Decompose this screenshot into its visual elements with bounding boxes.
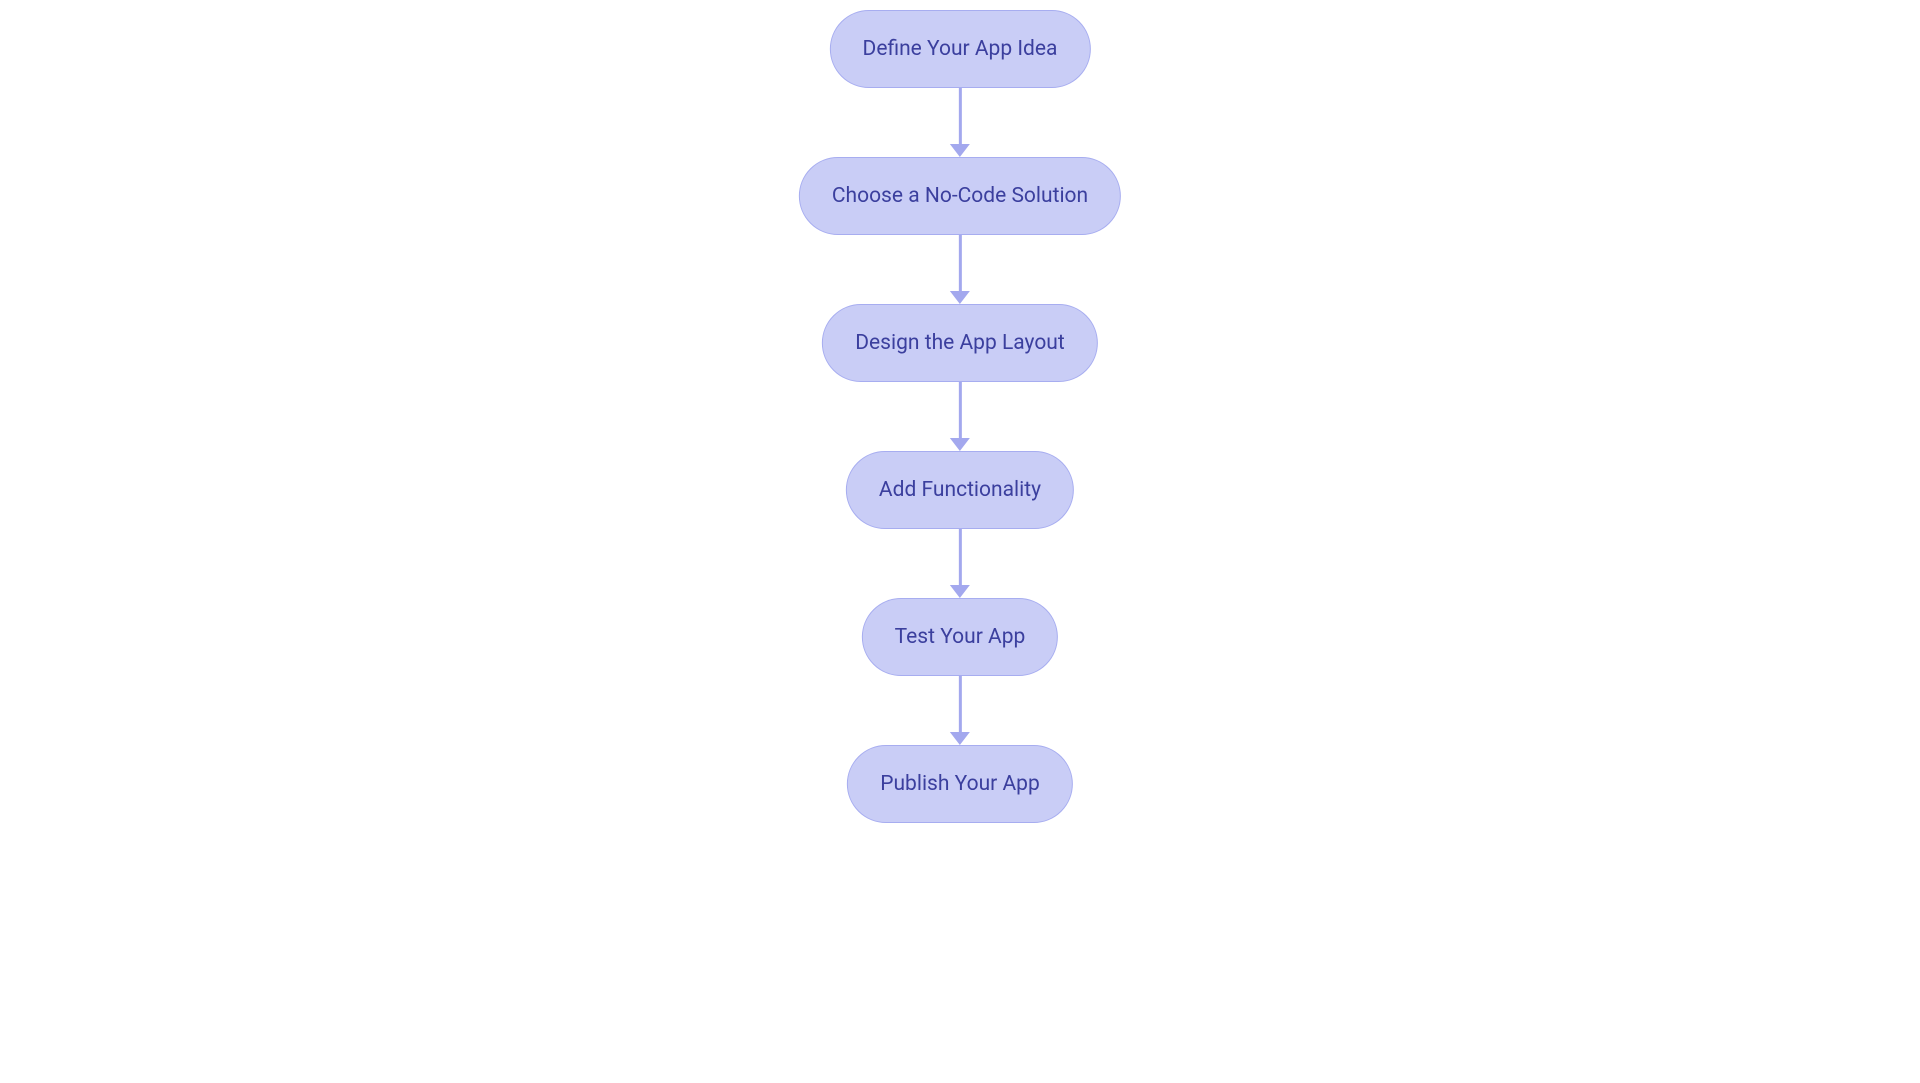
flow-node: Publish Your App [847, 745, 1073, 823]
flow-node: Choose a No-Code Solution [799, 157, 1121, 235]
arrow-line [959, 382, 962, 438]
flow-node-label: Design the App Layout [855, 331, 1065, 355]
arrow-line [959, 235, 962, 291]
flow-arrow [950, 676, 970, 745]
flow-node: Design the App Layout [822, 304, 1098, 382]
arrow-head-icon [950, 144, 970, 157]
flow-arrow [950, 88, 970, 157]
arrow-line [959, 529, 962, 585]
flow-node-label: Choose a No-Code Solution [832, 184, 1088, 208]
arrow-head-icon [950, 732, 970, 745]
flow-node: Test Your App [862, 598, 1059, 676]
flow-node-label: Test Your App [895, 625, 1026, 649]
flow-arrow [950, 235, 970, 304]
flow-node: Define Your App Idea [830, 10, 1091, 88]
flow-node-label: Define Your App Idea [863, 37, 1058, 61]
arrow-head-icon [950, 438, 970, 451]
flow-node-label: Publish Your App [880, 772, 1040, 796]
arrow-head-icon [950, 585, 970, 598]
arrow-head-icon [950, 291, 970, 304]
arrow-line [959, 88, 962, 144]
flow-node-label: Add Functionality [879, 478, 1041, 502]
flow-arrow [950, 529, 970, 598]
arrow-line [959, 676, 962, 732]
flowchart-container: Define Your App Idea Choose a No-Code So… [799, 10, 1121, 823]
flow-node: Add Functionality [846, 451, 1074, 529]
flow-arrow [950, 382, 970, 451]
